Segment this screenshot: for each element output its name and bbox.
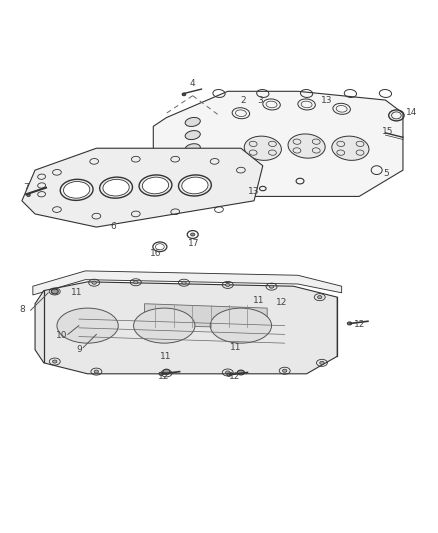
Ellipse shape	[185, 117, 200, 126]
Polygon shape	[35, 282, 337, 374]
Ellipse shape	[103, 179, 129, 196]
Ellipse shape	[142, 177, 169, 194]
Ellipse shape	[185, 131, 200, 140]
Ellipse shape	[320, 361, 324, 365]
Ellipse shape	[185, 157, 200, 166]
Text: 17: 17	[188, 239, 199, 248]
Ellipse shape	[164, 372, 169, 375]
Ellipse shape	[53, 360, 57, 363]
Text: 15: 15	[382, 127, 393, 136]
Ellipse shape	[318, 296, 322, 298]
Text: 13: 13	[248, 187, 260, 196]
Ellipse shape	[269, 285, 274, 288]
Text: 3: 3	[258, 96, 264, 106]
Ellipse shape	[64, 182, 90, 198]
Text: 12: 12	[158, 373, 170, 382]
Text: 12: 12	[353, 320, 365, 329]
Ellipse shape	[185, 144, 200, 153]
Text: 10: 10	[57, 331, 68, 340]
Text: 8: 8	[19, 305, 25, 314]
Ellipse shape	[182, 281, 186, 284]
Ellipse shape	[210, 308, 272, 343]
Ellipse shape	[244, 136, 281, 160]
Ellipse shape	[226, 371, 230, 374]
Ellipse shape	[191, 233, 195, 236]
Ellipse shape	[159, 372, 163, 375]
Ellipse shape	[134, 281, 138, 284]
Ellipse shape	[237, 370, 244, 375]
Ellipse shape	[53, 290, 57, 293]
Text: 14: 14	[406, 108, 417, 117]
Polygon shape	[153, 91, 403, 197]
Text: 12: 12	[229, 373, 240, 382]
Ellipse shape	[182, 93, 186, 96]
Ellipse shape	[163, 369, 170, 374]
Text: 11: 11	[71, 288, 82, 297]
Ellipse shape	[283, 369, 287, 372]
Polygon shape	[33, 271, 342, 295]
Text: 6: 6	[110, 222, 116, 231]
Ellipse shape	[92, 281, 96, 284]
Text: 5: 5	[383, 169, 389, 178]
Text: 11: 11	[230, 343, 241, 352]
Text: 16: 16	[150, 249, 161, 258]
Text: 12: 12	[276, 298, 287, 307]
Ellipse shape	[332, 136, 369, 160]
Polygon shape	[145, 304, 267, 328]
Ellipse shape	[27, 194, 30, 197]
Text: 4: 4	[190, 79, 195, 88]
Text: 9: 9	[77, 345, 83, 354]
Text: 11: 11	[160, 352, 171, 361]
Polygon shape	[22, 148, 263, 227]
Ellipse shape	[227, 373, 231, 376]
Text: 2: 2	[240, 96, 246, 106]
Ellipse shape	[288, 134, 325, 158]
Ellipse shape	[182, 177, 208, 194]
Text: 13: 13	[321, 96, 332, 106]
Text: 11: 11	[253, 296, 264, 305]
Ellipse shape	[347, 322, 352, 325]
Ellipse shape	[94, 370, 99, 373]
Ellipse shape	[226, 284, 230, 286]
Ellipse shape	[57, 308, 118, 343]
Ellipse shape	[134, 308, 195, 343]
Text: 7: 7	[23, 183, 29, 192]
Ellipse shape	[51, 289, 58, 294]
